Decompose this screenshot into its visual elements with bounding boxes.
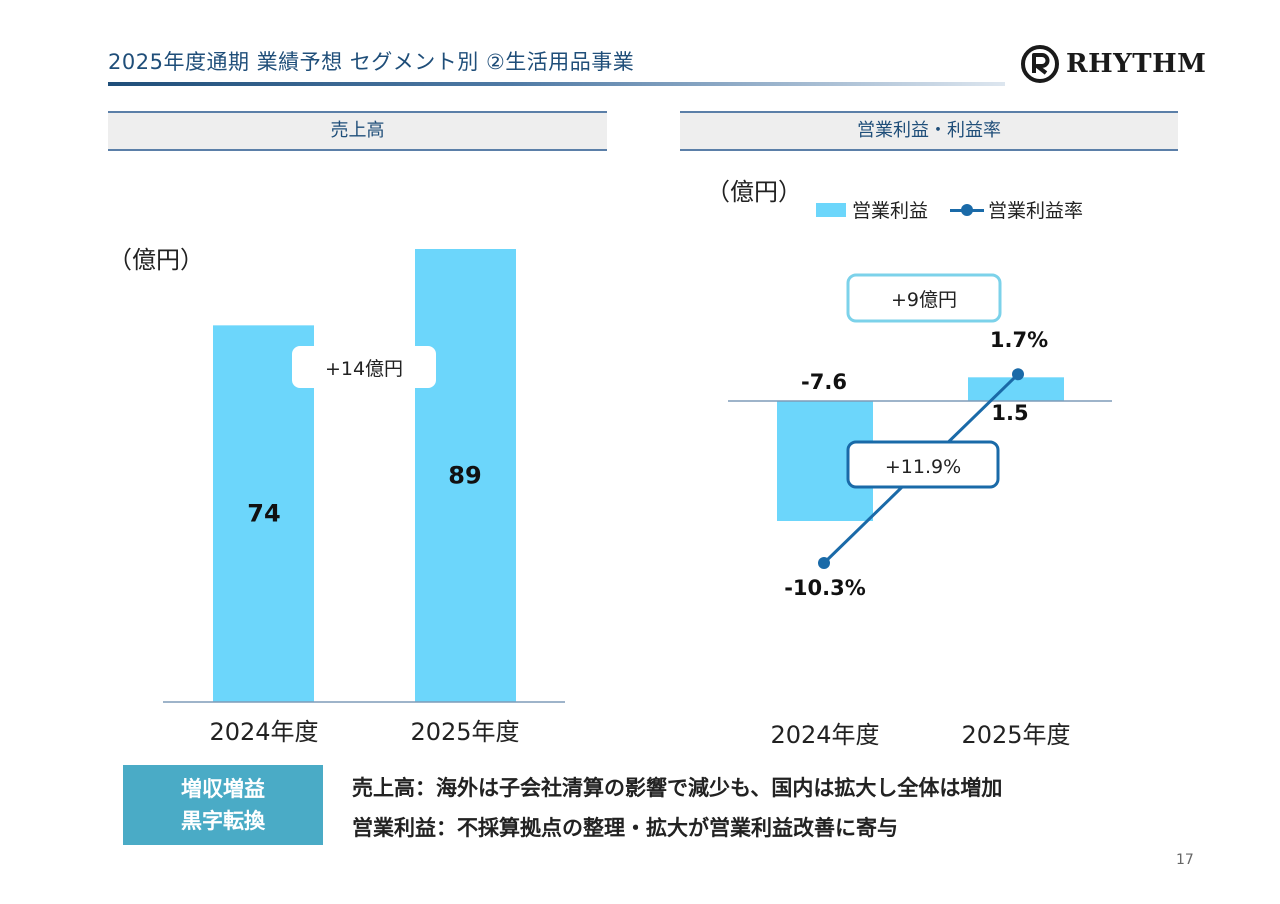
profit-diff-callout-box [846, 273, 1002, 323]
rate-diff-callout: +11.9% [885, 456, 961, 478]
rate-diff-callout-box [846, 440, 1000, 489]
sales-x-label-2024: 2024年度 [209, 718, 319, 746]
sales-diff-callout-box [292, 346, 436, 388]
rate-value-label-2025: 1.7% [990, 328, 1048, 352]
sales-value-label-2025: 89 [448, 462, 481, 490]
legend-bar-label: 営業利益 [852, 200, 929, 222]
profit-rate-point-2024 [818, 557, 830, 569]
profit-diff-callout: +9億円 [891, 289, 957, 311]
sales-section-header: 売上高 [108, 111, 607, 151]
summary-badge: 増収増益 黒字転換 [123, 765, 323, 845]
legend-line-swatch [950, 203, 985, 217]
profit-rate-point-2025 [1012, 368, 1024, 381]
sales-bar-2025 [415, 249, 516, 702]
sales-chart: 74 89 +14億円 [163, 249, 565, 703]
page-title: 2025年度通期 業績予想 セグメント別 ②生活用品事業 [108, 50, 635, 74]
title-underline [108, 82, 1005, 86]
summary-badge-line-2: 黒字転換 [181, 809, 265, 833]
profit-x-label-2025: 2025年度 [961, 721, 1071, 749]
rate-value-label-2024: -10.3% [784, 576, 866, 600]
profit-value-label-2025: 1.5 [991, 401, 1028, 425]
summary-badge-line-1: 増収増益 [181, 777, 265, 801]
logo-text: RHYTHM [1066, 49, 1207, 79]
company-logo: RHYTHM [1020, 44, 1206, 84]
sales-x-label-2025: 2025年度 [410, 718, 520, 746]
profit-section-header: 営業利益・利益率 [680, 111, 1178, 151]
sales-bar-2024 [213, 325, 314, 702]
profit-legend: 営業利益 営業利益率 [816, 196, 1083, 223]
summary-profit-text: 営業利益：不採算拠点の整理・拡大が営業利益改善に寄与 [352, 816, 898, 840]
profit-x-label-2024: 2024年度 [770, 721, 880, 749]
sales-diff-callout: +14億円 [325, 358, 403, 380]
summary-sales-text: 売上高：海外は子会社清算の影響で減少も、国内は拡大し全体は増加 [352, 776, 1003, 800]
page-number: 17 [1176, 852, 1194, 868]
profit-value-label-2024: -7.6 [801, 370, 847, 394]
legend-line-label: 営業利益率 [988, 200, 1084, 222]
legend-bar-swatch [816, 202, 846, 217]
sales-unit-label: （億円） [108, 246, 204, 274]
rhythm-logo-icon [1021, 45, 1059, 83]
profit-chart: -7.6 1.5 -10.3% 1.7% +9億円 +11.9% [728, 273, 1112, 600]
sales-value-label-2024: 74 [247, 500, 280, 528]
profit-bar-2025 [968, 377, 1064, 401]
profit-unit-label: （億円） [706, 178, 802, 206]
